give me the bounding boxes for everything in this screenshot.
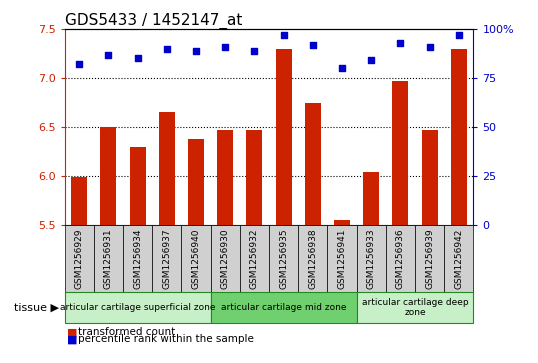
Text: GSM1256929: GSM1256929 bbox=[75, 228, 84, 289]
Text: GSM1256941: GSM1256941 bbox=[337, 228, 346, 289]
Text: ■: ■ bbox=[67, 334, 78, 344]
Bar bbox=[188, 139, 204, 225]
Text: articular cartilage deep
zone: articular cartilage deep zone bbox=[362, 298, 469, 317]
Text: GSM1256942: GSM1256942 bbox=[454, 228, 463, 289]
Point bbox=[279, 32, 288, 38]
Bar bbox=[422, 130, 437, 225]
Text: GSM1256931: GSM1256931 bbox=[104, 228, 113, 289]
Point bbox=[162, 46, 171, 52]
Text: percentile rank within the sample: percentile rank within the sample bbox=[78, 334, 254, 344]
Text: GSM1256937: GSM1256937 bbox=[162, 228, 171, 289]
Text: GSM1256935: GSM1256935 bbox=[279, 228, 288, 289]
Point bbox=[367, 57, 376, 63]
Bar bbox=[334, 220, 350, 225]
Bar bbox=[392, 81, 408, 225]
Text: tissue ▶: tissue ▶ bbox=[14, 303, 59, 313]
Text: GSM1256939: GSM1256939 bbox=[425, 228, 434, 289]
Text: GSM1256934: GSM1256934 bbox=[133, 228, 142, 289]
Point bbox=[192, 48, 200, 53]
Text: GSM1256940: GSM1256940 bbox=[192, 228, 201, 289]
Text: articular cartilage superficial zone: articular cartilage superficial zone bbox=[60, 303, 215, 312]
Text: GSM1256932: GSM1256932 bbox=[250, 228, 259, 289]
Point bbox=[308, 42, 317, 48]
Point bbox=[133, 56, 142, 61]
Bar bbox=[246, 130, 263, 225]
Bar bbox=[217, 130, 233, 225]
Text: transformed count: transformed count bbox=[78, 327, 175, 337]
Text: GSM1256938: GSM1256938 bbox=[308, 228, 317, 289]
Point bbox=[338, 65, 346, 71]
Text: GDS5433 / 1452147_at: GDS5433 / 1452147_at bbox=[65, 13, 242, 29]
Text: GSM1256933: GSM1256933 bbox=[367, 228, 376, 289]
Point bbox=[455, 32, 463, 38]
Point bbox=[104, 52, 112, 57]
Point bbox=[426, 44, 434, 50]
Bar bbox=[159, 112, 175, 225]
Text: articular cartilage mid zone: articular cartilage mid zone bbox=[221, 303, 346, 312]
Bar bbox=[100, 127, 116, 225]
Point bbox=[221, 44, 230, 50]
Bar bbox=[275, 49, 292, 225]
Bar bbox=[451, 49, 467, 225]
Text: GSM1256930: GSM1256930 bbox=[221, 228, 230, 289]
Text: ■: ■ bbox=[67, 327, 78, 337]
Bar bbox=[71, 177, 87, 225]
Bar bbox=[130, 147, 146, 225]
Bar bbox=[305, 102, 321, 225]
Bar bbox=[363, 172, 379, 225]
Point bbox=[75, 61, 83, 67]
Point bbox=[396, 40, 405, 46]
Text: GSM1256936: GSM1256936 bbox=[396, 228, 405, 289]
Point bbox=[250, 48, 259, 53]
